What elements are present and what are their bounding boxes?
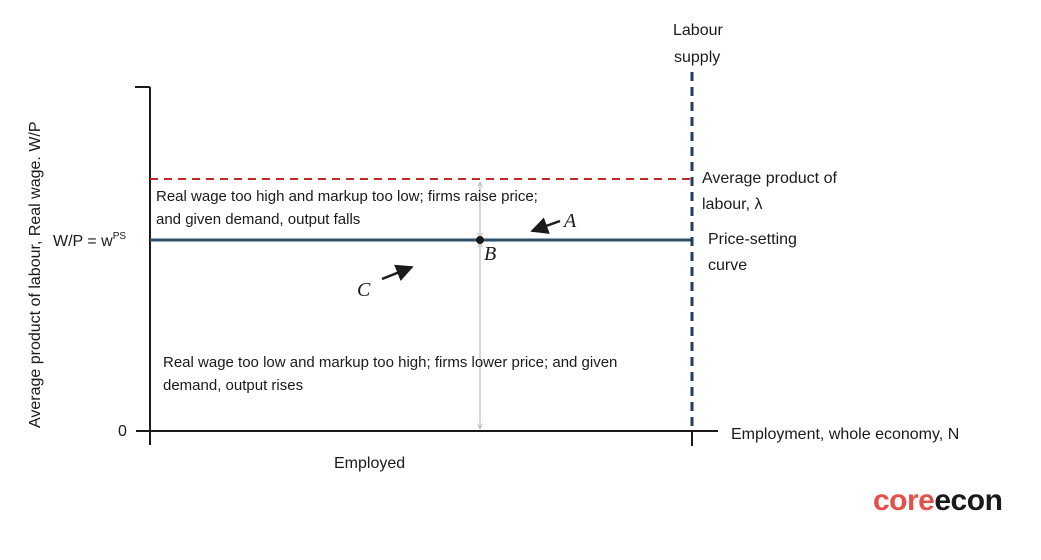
arrow-from-a (530, 217, 561, 234)
annotation-below-line1: Real wage too low and markup too high; f… (163, 354, 617, 371)
annotation-below-line2: demand, output rises (163, 377, 303, 394)
average-product-label-line1: Average product of (702, 170, 837, 187)
point-b-dot (476, 236, 484, 244)
annotation-above-line1: Real wage too high and markup too low; f… (156, 188, 538, 205)
y-axis-label: Average product of labour, Real wage. W/… (27, 121, 44, 428)
labour-supply-label-line1: Labour (673, 22, 723, 39)
wps-label: W/P = wPS (53, 231, 126, 250)
point-a-label: A (562, 210, 577, 232)
employed-label: Employed (334, 455, 405, 472)
point-c-label: C (357, 279, 371, 301)
zero-label: 0 (118, 423, 127, 440)
point-b-label: B (484, 243, 496, 265)
x-axis-label: Employment, whole economy, N (731, 426, 959, 443)
annotation-above-line2: and given demand, output falls (156, 211, 360, 228)
price-setting-label-line1: Price-setting (708, 231, 797, 248)
labour-supply-label-line2: supply (674, 49, 720, 66)
average-product-label-line2: labour, λ (702, 196, 762, 213)
arrow-from-c (381, 264, 414, 281)
coreecon-logo: coreecon (873, 484, 1002, 517)
price-setting-label-line2: curve (708, 257, 747, 274)
